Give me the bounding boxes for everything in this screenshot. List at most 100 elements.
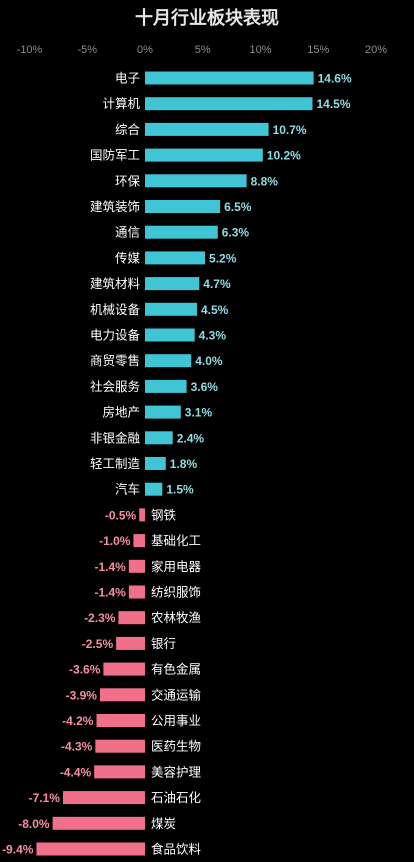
value-label: 10.2%	[267, 149, 301, 163]
value-label: -2.3%	[84, 611, 116, 625]
value-label: -2.5%	[82, 637, 114, 651]
value-label: 1.5%	[166, 483, 194, 497]
bar	[145, 405, 181, 419]
bar	[145, 174, 247, 188]
x-tick-label: 20%	[365, 44, 387, 56]
value-label: 5.2%	[209, 251, 237, 265]
category-label: 通信	[115, 225, 140, 240]
value-label: -4.3%	[61, 740, 93, 754]
bar	[145, 328, 195, 342]
bar	[139, 508, 145, 522]
value-label: -7.1%	[29, 791, 61, 805]
value-label: -1.0%	[99, 534, 131, 548]
bar	[133, 534, 145, 548]
value-label: -1.4%	[94, 560, 126, 574]
category-label: 公用事业	[151, 713, 201, 728]
category-label: 电子	[115, 71, 140, 86]
value-label: -4.4%	[60, 765, 92, 779]
x-tick-label: 10%	[249, 44, 271, 56]
value-label: -1.4%	[94, 586, 126, 600]
bar	[145, 122, 269, 136]
value-label: 2.4%	[177, 431, 205, 445]
category-label: 计算机	[102, 96, 140, 111]
value-label: -0.5%	[105, 508, 137, 522]
category-label: 基础化工	[151, 533, 201, 548]
category-label: 有色金属	[151, 662, 201, 677]
x-tick-label: 0%	[137, 44, 153, 56]
category-label: 建筑装饰	[90, 199, 140, 214]
value-label: 3.1%	[185, 406, 213, 420]
bar	[145, 251, 206, 265]
value-label: -8.0%	[18, 817, 50, 831]
bar	[36, 842, 145, 856]
bar	[145, 302, 197, 316]
category-label: 建筑材料	[90, 276, 141, 291]
category-label: 汽车	[115, 482, 140, 497]
bar	[145, 200, 221, 213]
category-label: 煤炭	[151, 816, 176, 831]
value-label: 1.8%	[170, 457, 198, 471]
category-label: 国防军工	[90, 148, 140, 163]
category-label: 电力设备	[90, 328, 141, 343]
category-label: 交通运输	[151, 687, 202, 702]
category-label: 银行	[151, 636, 176, 651]
bar	[95, 739, 145, 753]
category-label: 环保	[115, 173, 141, 188]
bar	[118, 611, 145, 625]
x-tick-label: 15%	[307, 44, 329, 56]
value-label: 4.3%	[199, 329, 227, 343]
category-label: 钢铁	[151, 507, 177, 522]
category-label: 农林牧渔	[151, 610, 201, 625]
bar	[145, 97, 313, 111]
x-axis: -10% -5% 0% 5% 10% 15% 20%	[17, 44, 388, 56]
category-label: 商贸零售	[90, 353, 140, 368]
category-label: 综合	[115, 122, 141, 137]
bar	[62, 791, 146, 805]
bar	[103, 662, 145, 676]
bar	[96, 714, 145, 727]
x-tick-label: 5%	[195, 44, 211, 56]
value-label: 6.5%	[224, 200, 252, 214]
category-label: 家用电器	[151, 559, 202, 574]
category-label: 医药生物	[151, 739, 201, 754]
bars-group: 电子 14.6% 计算机 14.5% 综合 10.7% 国防军工 10.2% 环保 8.8% 建筑装…	[2, 71, 352, 857]
x-tick-label: -5%	[77, 44, 97, 56]
category-label: 轻工制造	[90, 456, 141, 471]
category-label: 美容护理	[151, 764, 202, 779]
value-label: 10.7%	[273, 123, 307, 137]
bar	[128, 585, 145, 599]
bar	[145, 354, 192, 368]
category-label: 石油石化	[151, 790, 202, 805]
value-label: -9.4%	[2, 843, 34, 857]
bar	[145, 379, 187, 393]
chart-title: 十月行业板块表现	[135, 7, 279, 29]
bar	[52, 816, 145, 830]
value-label: 8.8%	[251, 174, 279, 188]
value-label: 14.6%	[318, 72, 352, 86]
value-label: 4.7%	[203, 277, 231, 291]
category-label: 机械设备	[90, 302, 141, 317]
bar	[145, 431, 173, 445]
bar	[128, 559, 145, 573]
category-label: 纺织服饰	[151, 585, 201, 600]
category-label: 社会服务	[90, 379, 140, 394]
bar	[145, 457, 166, 470]
bar	[145, 225, 218, 239]
value-label: 4.0%	[195, 354, 223, 368]
value-label: 3.6%	[191, 380, 219, 394]
bar	[145, 482, 163, 496]
bar	[116, 636, 145, 650]
bar	[94, 765, 145, 779]
value-label: -3.6%	[69, 663, 101, 677]
category-label: 非银金融	[90, 430, 141, 445]
bar	[99, 688, 145, 702]
value-label: 6.3%	[222, 226, 250, 240]
value-label: -4.2%	[62, 714, 94, 728]
bar	[145, 148, 263, 162]
bar	[145, 277, 200, 291]
value-label: 4.5%	[201, 303, 229, 317]
bar	[145, 71, 314, 85]
category-label: 传媒	[115, 250, 141, 265]
